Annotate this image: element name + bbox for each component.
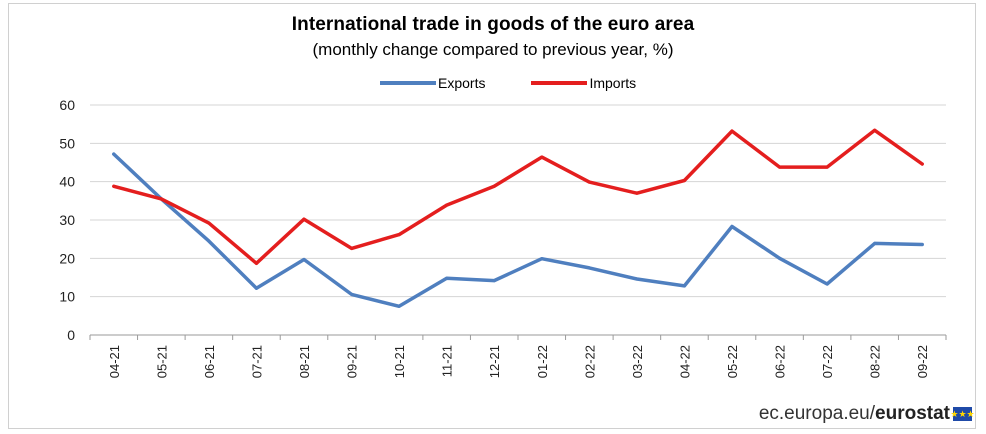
- legend-item-imports: Imports: [531, 75, 636, 91]
- legend-swatch-exports: [380, 81, 436, 85]
- chart-frame: [8, 3, 976, 429]
- x-tick-label-05-22: 05-22: [725, 345, 740, 378]
- data-point-imports-07-22: [825, 165, 829, 169]
- data-point-exports-11-21: [445, 276, 449, 280]
- eu-flag-icon: ★★★: [950, 407, 975, 421]
- y-tick-label-30: 30: [59, 212, 75, 228]
- data-point-exports-05-22: [730, 225, 734, 229]
- data-point-imports-10-21: [397, 233, 401, 237]
- data-point-imports-05-22: [730, 129, 734, 133]
- data-point-imports-06-21: [207, 221, 211, 225]
- data-point-exports-06-21: [207, 239, 211, 243]
- y-tick-label-40: 40: [59, 174, 75, 190]
- data-point-exports-09-21: [350, 292, 354, 296]
- data-point-imports-04-22: [682, 179, 686, 183]
- data-point-exports-09-22: [920, 243, 924, 247]
- data-point-imports-03-22: [635, 191, 639, 195]
- data-point-imports-02-22: [587, 180, 591, 184]
- data-point-exports-01-22: [540, 257, 544, 261]
- series-line-exports: [112, 152, 924, 309]
- x-tick-label-06-22: 06-22: [773, 345, 788, 378]
- y-tick-label-20: 20: [59, 250, 75, 266]
- data-point-exports-08-22: [873, 241, 877, 245]
- x-tick-label-09-22: 09-22: [915, 345, 930, 378]
- x-tick-label-07-21: 07-21: [249, 345, 264, 378]
- series-line-imports: [112, 128, 924, 266]
- legend-label-exports: Exports: [438, 75, 486, 91]
- data-point-imports-06-22: [778, 165, 782, 169]
- x-tick-label-03-22: 03-22: [630, 345, 645, 378]
- data-point-exports-07-22: [825, 282, 829, 286]
- source-footer: ec.europa.eu/ eurostat ★★★: [758, 403, 975, 425]
- x-tick-label-08-21: 08-21: [297, 345, 312, 378]
- y-tick-label-50: 50: [59, 135, 75, 151]
- data-point-imports-09-22: [920, 162, 924, 166]
- legend-item-exports: Exports: [380, 75, 485, 91]
- x-tick-label-01-22: 01-22: [535, 345, 550, 378]
- y-tick-label-10: 10: [59, 289, 75, 305]
- chart-title: International trade in goods of the euro…: [291, 14, 695, 35]
- y-tick-label-0: 0: [67, 327, 75, 343]
- x-tick-label-04-21: 04-21: [107, 345, 122, 378]
- data-point-imports-05-21: [159, 197, 163, 201]
- legend-label-imports: Imports: [589, 75, 637, 91]
- y-tick-label-60: 60: [59, 97, 75, 113]
- data-point-imports-11-21: [445, 203, 449, 207]
- x-tick-label-10-21: 10-21: [392, 345, 407, 378]
- data-point-exports-04-21: [112, 152, 116, 156]
- data-point-imports-12-21: [492, 184, 496, 188]
- x-tick-label-05-21: 05-21: [154, 345, 169, 378]
- data-point-exports-12-21: [492, 279, 496, 283]
- data-point-exports-07-21: [254, 286, 258, 290]
- data-point-imports-08-21: [302, 217, 306, 221]
- chart-legend: Exports Imports: [380, 73, 682, 93]
- data-point-exports-02-22: [587, 266, 591, 270]
- data-point-exports-04-22: [682, 284, 686, 288]
- data-point-imports-09-21: [350, 246, 354, 250]
- data-point-imports-08-22: [873, 128, 877, 132]
- legend-swatch-imports: [531, 81, 588, 85]
- footer-brand: eurostat: [875, 403, 950, 424]
- x-tick-label-02-22: 02-22: [582, 345, 597, 378]
- x-tick-label-09-21: 09-21: [345, 345, 360, 378]
- data-point-imports-07-21: [254, 261, 258, 265]
- data-point-exports-03-22: [635, 277, 639, 281]
- x-tick-label-04-22: 04-22: [677, 345, 692, 378]
- data-point-exports-06-22: [778, 256, 782, 260]
- footer-domain: ec.europa.eu/: [758, 403, 876, 424]
- x-tick-label-11-21: 11-21: [440, 345, 455, 377]
- x-tick-label-12-21: 12-21: [487, 345, 502, 378]
- x-tick-label-08-22: 08-22: [868, 345, 883, 378]
- x-tick-label-07-22: 07-22: [820, 345, 835, 378]
- data-point-imports-04-21: [112, 184, 116, 188]
- chart-subtitle: (monthly change compared to previous yea…: [312, 40, 674, 59]
- data-point-imports-01-22: [540, 155, 544, 159]
- data-point-exports-08-21: [302, 257, 306, 261]
- x-tick-label-06-21: 06-21: [202, 345, 217, 378]
- data-point-exports-10-21: [397, 304, 401, 308]
